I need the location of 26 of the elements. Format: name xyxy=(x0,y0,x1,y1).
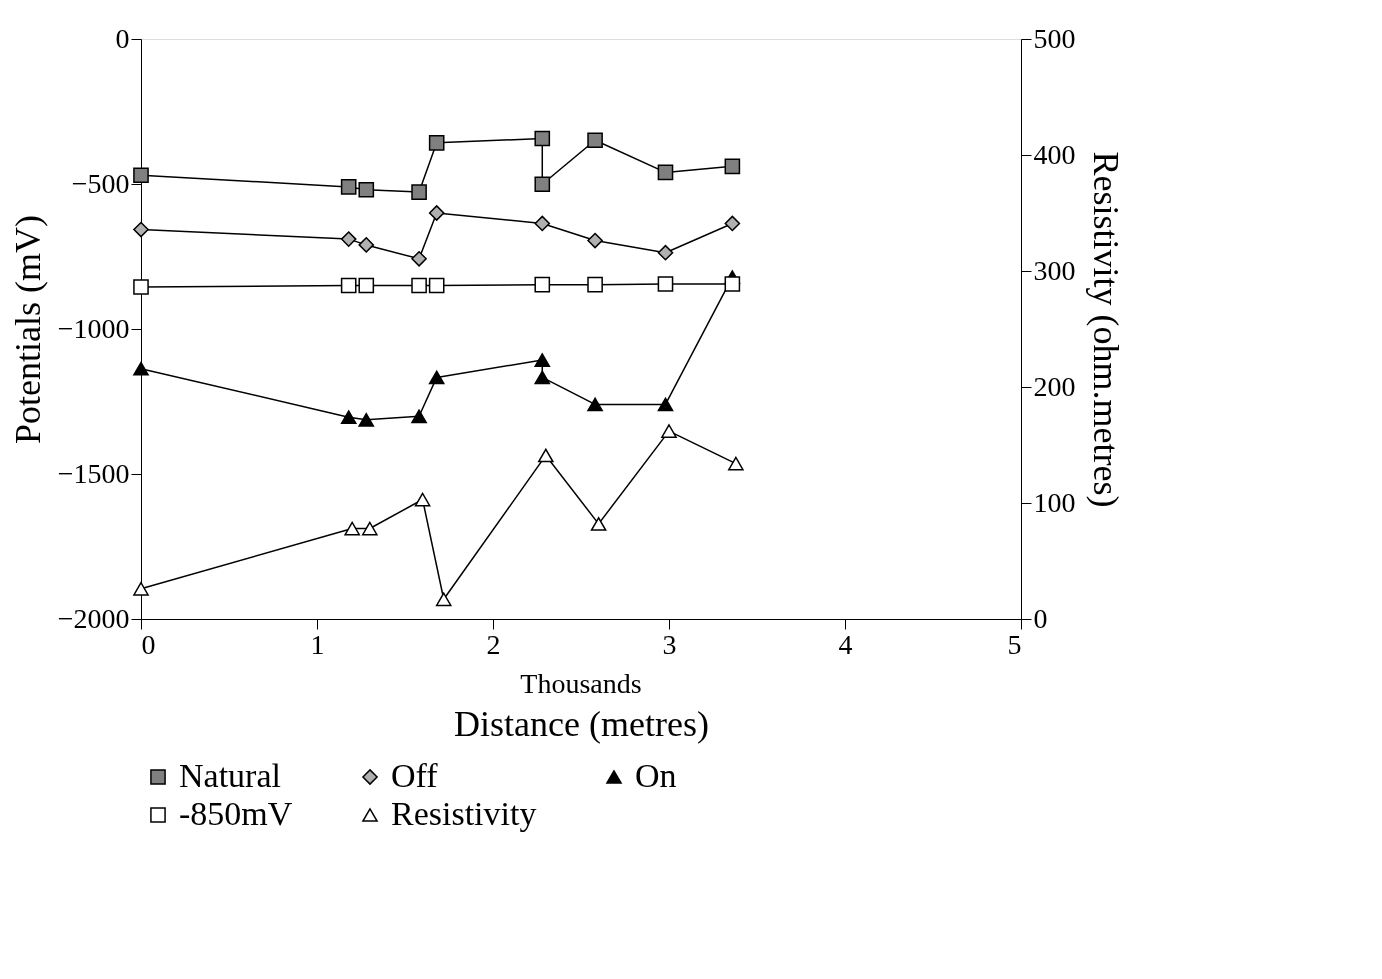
legend-label: Resistivity xyxy=(391,795,537,832)
x-tick-label: 1 xyxy=(310,628,325,660)
y-tick-label: −1500 xyxy=(57,457,130,489)
y2-axis-title: Resistivity (ohm.metres) xyxy=(1085,151,1126,508)
x-tick-label: 3 xyxy=(662,628,677,660)
y-tick-label: 0 xyxy=(115,22,130,54)
x-tick-label: 2 xyxy=(486,628,501,660)
x-tick-label: 4 xyxy=(838,628,853,660)
y2-tick-label: 300 xyxy=(1033,254,1076,286)
legend-label: Natural xyxy=(179,757,281,794)
y-tick-label: −1000 xyxy=(57,312,130,344)
y-tick-label: −500 xyxy=(71,167,130,199)
legend-label: -850mV xyxy=(179,795,293,832)
text: Thousands xyxy=(520,668,642,699)
y2-tick-label: 100 xyxy=(1033,486,1076,518)
y2-tick-label: 200 xyxy=(1033,370,1076,402)
y-tick-label: −2000 xyxy=(57,602,130,634)
y-axis-title: Potentials (mV) xyxy=(7,215,48,444)
y2-tick-label: 400 xyxy=(1033,138,1076,170)
legend-label: On xyxy=(635,757,677,794)
y2-tick-label: 0 xyxy=(1033,602,1048,634)
legend-label: Off xyxy=(391,757,439,794)
y2-tick-label: 500 xyxy=(1033,22,1076,54)
x-tick-label: 5 xyxy=(1007,628,1022,660)
x-axis-title: Distance (metres) xyxy=(454,703,709,744)
x-tick-label: 0 xyxy=(141,628,156,660)
